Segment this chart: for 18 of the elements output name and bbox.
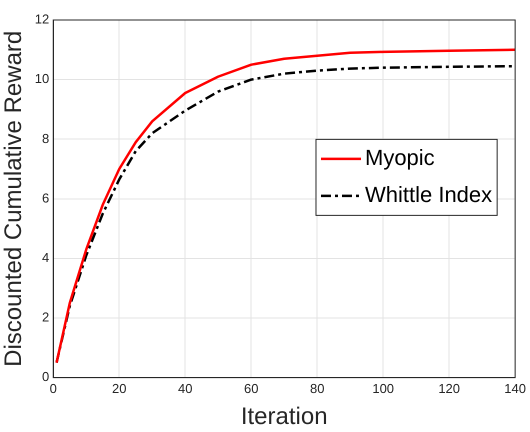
y-axis-title: Discounted Cumulative Reward [0, 30, 28, 367]
y-tick-label: 0 [42, 369, 50, 384]
x-tick-label: 40 [178, 380, 192, 396]
legend-label: Myopic [364, 144, 435, 170]
x-tick-label: 20 [112, 380, 126, 396]
y-tick-label: 2 [42, 310, 50, 325]
x-tick-label: 120 [438, 380, 460, 396]
y-tick-label: 8 [42, 130, 50, 146]
y-tick-label: 6 [42, 190, 50, 206]
y-tick-label: 10 [34, 71, 50, 86]
y-tick-label: 12 [34, 12, 50, 27]
x-tick-label: 100 [372, 380, 394, 396]
x-tick-label: 80 [310, 380, 324, 396]
y-tick-label: 4 [42, 250, 50, 265]
legend-label: Whittle Index [364, 182, 492, 207]
x-axis-title: Iteration [240, 403, 328, 430]
x-tick-label: 60 [244, 380, 258, 396]
x-tick-label: 140 [504, 380, 526, 396]
